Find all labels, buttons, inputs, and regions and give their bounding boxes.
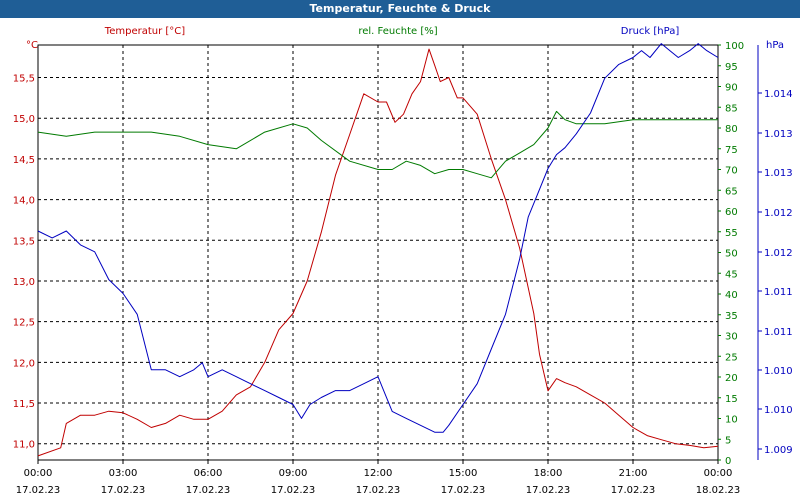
humidity-line xyxy=(37,110,718,179)
humidity-tick-label: 55 xyxy=(725,228,738,239)
x-tick-date: 17.02.23 xyxy=(186,485,231,496)
plot-area xyxy=(37,44,719,461)
title-bar: Temperatur, Feuchte & Druck xyxy=(0,0,800,18)
temperature-line xyxy=(37,48,719,457)
pressure-tick-label: 1.012 xyxy=(764,208,793,219)
pressure-line xyxy=(37,43,719,433)
humidity-tick-label: 60 xyxy=(725,207,738,218)
x-tick-date: 17.02.23 xyxy=(611,485,656,496)
x-tick-time: 09:00 xyxy=(279,468,308,479)
x-tick-date: 17.02.23 xyxy=(271,485,316,496)
x-tick-date: 17.02.23 xyxy=(441,485,486,496)
temperature-tick-label: 14,0 xyxy=(13,196,35,207)
pressure-tick-label: 1.013 xyxy=(764,129,793,140)
pressure-unit: hPa xyxy=(766,40,784,51)
temperature-tick-label: 15,0 xyxy=(13,114,35,125)
x-tick-date: 17.02.23 xyxy=(101,485,146,496)
humidity-tick-label: 15 xyxy=(725,394,738,405)
temperature-axis-title: Temperatur [°C] xyxy=(104,26,185,37)
temperature-tick-label: 11,0 xyxy=(13,440,35,451)
x-tick-time: 03:00 xyxy=(109,468,138,479)
humidity-tick-label: 10 xyxy=(725,415,738,426)
temperature-tick-label: 14,5 xyxy=(13,155,35,166)
pressure-tick-label: 1.009 xyxy=(764,445,793,456)
humidity-tick-label: 35 xyxy=(725,311,738,322)
humidity-tick-label: 30 xyxy=(725,332,738,343)
humidity-tick-label: 50 xyxy=(725,249,738,260)
temperature-tick-label: 12,5 xyxy=(13,318,35,329)
x-tick-date: 18.02.23 xyxy=(696,485,741,496)
humidity-tick-label: 40 xyxy=(725,290,738,301)
x-tick-time: 00:00 xyxy=(24,468,53,479)
humidity-tick-label: 70 xyxy=(725,166,738,177)
temperature-unit: °C xyxy=(26,40,38,51)
pressure-tick-label: 1.012 xyxy=(764,248,793,259)
x-tick-date: 17.02.23 xyxy=(526,485,571,496)
humidity-tick-label: 20 xyxy=(725,373,738,384)
x-tick-time: 12:00 xyxy=(364,468,393,479)
x-tick-time: 15:00 xyxy=(449,468,478,479)
temperature-tick-label: 11,5 xyxy=(13,399,35,410)
temperature-tick-label: 15,5 xyxy=(13,74,35,85)
pressure-axis-title: Druck [hPa] xyxy=(621,26,680,37)
x-tick-date: 17.02.23 xyxy=(16,485,61,496)
pressure-tick-label: 1.014 xyxy=(764,89,793,100)
humidity-tick-label: 45 xyxy=(725,269,738,280)
humidity-tick-label: 85 xyxy=(725,103,738,114)
humidity-tick-label: 25 xyxy=(725,352,738,363)
x-tick-time: 21:00 xyxy=(619,468,648,479)
humidity-axis-title: rel. Feuchte [%] xyxy=(358,26,437,37)
temperature-tick-label: 13,5 xyxy=(13,236,35,247)
pressure-tick-label: 1.011 xyxy=(764,287,793,298)
pressure-tick-label: 1.010 xyxy=(764,405,793,416)
humidity-tick-label: 95 xyxy=(725,62,738,73)
pressure-tick-label: 1.010 xyxy=(764,366,793,377)
humidity-tick-label: 80 xyxy=(725,124,738,135)
temperature-tick-label: 13,0 xyxy=(13,277,35,288)
x-tick-time: 18:00 xyxy=(534,468,563,479)
x-tick-date: 17.02.23 xyxy=(356,485,401,496)
x-tick-time: 06:00 xyxy=(194,468,223,479)
x-tick-time: 00:00 xyxy=(704,468,733,479)
humidity-tick-label: 90 xyxy=(725,83,738,94)
humidity-tick-label: 65 xyxy=(725,186,738,197)
humidity-tick-label: 100 xyxy=(725,41,744,52)
humidity-tick-label: 75 xyxy=(725,145,738,156)
temperature-tick-label: 12,0 xyxy=(13,358,35,369)
humidity-tick-label: 0 xyxy=(725,456,731,467)
humidity-tick-label: 5 xyxy=(725,435,731,446)
pressure-tick-label: 1.013 xyxy=(764,168,793,179)
pressure-tick-label: 1.011 xyxy=(764,327,793,338)
